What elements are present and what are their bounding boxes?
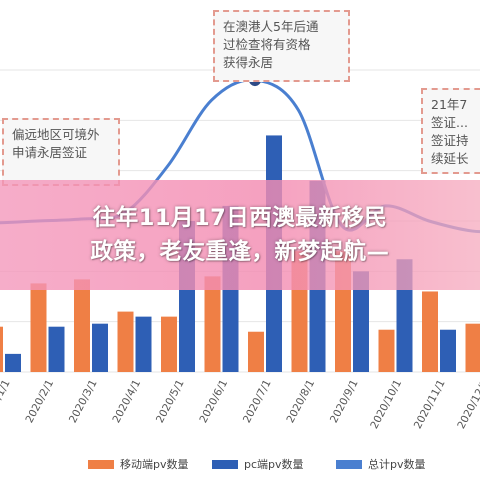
bar-mobile-7	[248, 331, 264, 372]
x-tick-label: 2020/3/1	[67, 378, 100, 425]
legend-label-mobile: 移动端pv数量	[120, 458, 189, 471]
annotation-box-1: 在澳港人5年后通 过检查将有资格 获得永居	[213, 10, 350, 82]
bar-mobile-11	[422, 291, 438, 372]
legend-item-pc: pc端pv数量	[212, 456, 304, 472]
bar-mobile-12	[465, 323, 480, 372]
x-tick-label: 2020/6/1	[197, 378, 230, 425]
x-tick-label: 2020/2/1	[23, 378, 56, 425]
x-tick-label: 2020/9/1	[328, 378, 361, 425]
x-tick-label: 2020/1/1	[0, 378, 13, 425]
bar-mobile-10	[378, 329, 395, 372]
x-tick-label: 2020/8/1	[284, 378, 317, 425]
bar-pc-4	[135, 316, 152, 372]
legend-label-total: 总计pv数量	[368, 458, 426, 471]
bar-mobile-2	[30, 283, 47, 372]
annotation-box-3: 21年7 签证... 签证持 续延长	[421, 88, 480, 174]
legend-item-total: 总计pv数量	[336, 456, 426, 472]
x-axis-tick-labels: 2020/1/1 2020/2/1 2020/3/1 2020/4/1 2020/5/1…	[0, 378, 480, 431]
legend-swatch-mobile	[88, 459, 114, 469]
bar-pc-9	[353, 271, 369, 372]
chart-legend: 移动端pv数量 pc端pv数量 总计pv数量	[0, 452, 480, 476]
bar-pc-1	[5, 353, 21, 372]
title-banner: 往年11月17日西澳最新移民 政策，老友重逢，新梦起航—	[0, 180, 480, 290]
x-tick-label: 2020/12/1	[455, 378, 480, 431]
x-tick-label: 2020/4/1	[110, 378, 143, 425]
annotation-box-2: 偏远地区可境外 申请永居签证	[2, 118, 120, 186]
legend-item-mobile: 移动端pv数量	[88, 456, 189, 472]
bar-mobile-6	[204, 276, 221, 372]
bar-mobile-5	[161, 316, 177, 372]
banner-title-line-1: 往年11月17日西澳最新移民	[92, 205, 388, 231]
banner-title-line-2: 政策，老友重逢，新梦起航—	[90, 239, 390, 265]
bar-mobile-3	[74, 279, 90, 372]
bar-mobile-1	[0, 326, 3, 372]
x-tick-label: 2020/11/1	[412, 378, 448, 431]
bar-mobile-4	[117, 311, 134, 372]
legend-swatch-pc	[212, 459, 238, 469]
bar-pc-11	[440, 329, 456, 372]
x-tick-label: 2020/5/1	[154, 378, 187, 425]
legend-label-pc: pc端pv数量	[244, 458, 304, 471]
legend-swatch-total	[336, 459, 362, 469]
bar-pc-3	[92, 323, 108, 372]
x-tick-label: 2020/10/1	[368, 378, 404, 431]
x-tick-label: 2020/7/1	[241, 378, 274, 425]
bar-pc-2	[48, 326, 65, 372]
